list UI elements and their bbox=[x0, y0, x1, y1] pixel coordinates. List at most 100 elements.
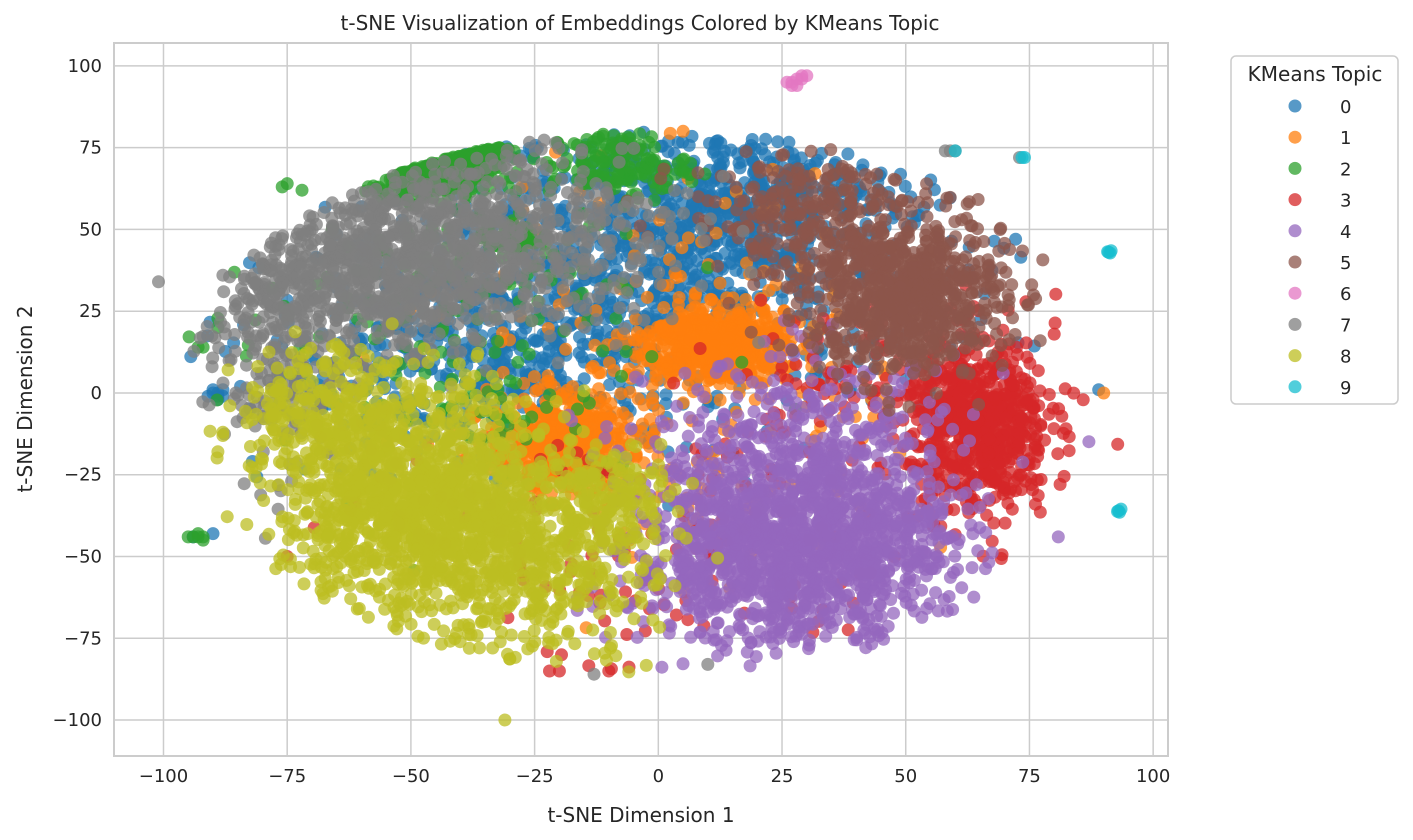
data-point bbox=[537, 357, 550, 371]
data-point bbox=[668, 339, 682, 353]
data-point bbox=[582, 396, 596, 410]
data-point bbox=[690, 254, 704, 268]
data-point bbox=[503, 374, 517, 388]
data-point bbox=[1097, 386, 1111, 400]
data-point bbox=[575, 350, 589, 364]
data-point bbox=[697, 312, 711, 326]
data-point bbox=[1009, 365, 1023, 378]
data-point bbox=[657, 301, 671, 314]
data-point bbox=[732, 247, 746, 261]
data-point bbox=[940, 385, 954, 399]
data-point bbox=[711, 150, 725, 164]
data-point bbox=[946, 462, 960, 476]
data-point bbox=[945, 450, 959, 464]
data-point bbox=[656, 350, 670, 364]
data-point bbox=[1067, 386, 1081, 400]
data-point bbox=[695, 178, 709, 191]
data-point bbox=[1111, 437, 1125, 451]
data-point bbox=[614, 387, 628, 401]
data-point bbox=[1034, 473, 1048, 486]
data-point bbox=[688, 300, 702, 314]
data-point bbox=[620, 411, 634, 424]
data-point bbox=[986, 408, 1000, 422]
data-point bbox=[511, 355, 525, 369]
chart-title: t-SNE Visualization of Embeddings Colore… bbox=[341, 11, 940, 35]
data-point bbox=[713, 276, 727, 290]
data-point bbox=[592, 382, 606, 396]
data-point bbox=[1001, 424, 1015, 438]
data-point bbox=[718, 186, 732, 200]
data-point bbox=[841, 147, 855, 161]
data-point bbox=[706, 346, 720, 360]
data-point bbox=[1012, 468, 1026, 482]
data-point bbox=[955, 581, 969, 595]
data-point bbox=[1027, 412, 1041, 426]
data-point bbox=[676, 124, 690, 138]
data-point bbox=[645, 350, 659, 364]
data-point bbox=[1049, 287, 1063, 301]
data-point bbox=[1009, 232, 1023, 246]
data-point bbox=[939, 373, 953, 387]
data-point bbox=[663, 126, 677, 140]
data-point bbox=[671, 135, 685, 149]
data-point bbox=[965, 561, 979, 575]
data-point bbox=[771, 135, 785, 149]
data-point bbox=[602, 664, 616, 678]
data-point bbox=[527, 370, 541, 384]
data-point bbox=[754, 293, 768, 307]
data-point bbox=[757, 306, 771, 320]
data-point bbox=[1002, 486, 1016, 500]
data-point bbox=[1051, 447, 1065, 461]
data-point bbox=[998, 516, 1012, 530]
data-point bbox=[645, 391, 659, 405]
data-point bbox=[898, 179, 912, 193]
data-point bbox=[991, 457, 1005, 470]
data-point bbox=[1020, 350, 1034, 364]
data-point bbox=[573, 330, 586, 344]
data-point bbox=[1012, 426, 1026, 440]
data-point bbox=[1033, 505, 1047, 519]
data-point bbox=[713, 393, 727, 407]
data-point bbox=[732, 303, 746, 317]
data-point bbox=[999, 412, 1013, 426]
data-point bbox=[671, 298, 685, 311]
data-point bbox=[607, 129, 621, 143]
data-point bbox=[982, 447, 996, 461]
data-point bbox=[723, 255, 737, 269]
data-point bbox=[596, 344, 610, 358]
data-point bbox=[275, 180, 289, 194]
data-point bbox=[1042, 407, 1056, 421]
data-point bbox=[1015, 411, 1029, 425]
data-point bbox=[643, 412, 657, 426]
data-point bbox=[630, 630, 644, 644]
data-point bbox=[640, 290, 654, 304]
data-point bbox=[1053, 477, 1067, 491]
data-point bbox=[1062, 444, 1076, 458]
data-point bbox=[531, 382, 545, 396]
data-point bbox=[600, 324, 614, 338]
data-point bbox=[1048, 316, 1062, 330]
data-point bbox=[659, 388, 673, 402]
data-point bbox=[988, 474, 1002, 488]
data-point bbox=[191, 527, 205, 541]
data-point bbox=[998, 388, 1012, 401]
data-point bbox=[682, 138, 696, 152]
data-point bbox=[1026, 483, 1039, 497]
data-point bbox=[631, 392, 645, 406]
data-point bbox=[592, 130, 605, 144]
data-point bbox=[182, 330, 196, 344]
data-point bbox=[714, 136, 728, 150]
data-point bbox=[667, 376, 681, 390]
data-point bbox=[982, 432, 996, 446]
data-point bbox=[522, 347, 536, 361]
data-point bbox=[654, 320, 668, 334]
data-point bbox=[681, 231, 695, 245]
data-point bbox=[1026, 392, 1040, 406]
data-point bbox=[559, 342, 573, 356]
data-point bbox=[206, 527, 220, 541]
data-point bbox=[782, 135, 796, 149]
data-point bbox=[676, 165, 690, 179]
data-point bbox=[1031, 364, 1045, 378]
